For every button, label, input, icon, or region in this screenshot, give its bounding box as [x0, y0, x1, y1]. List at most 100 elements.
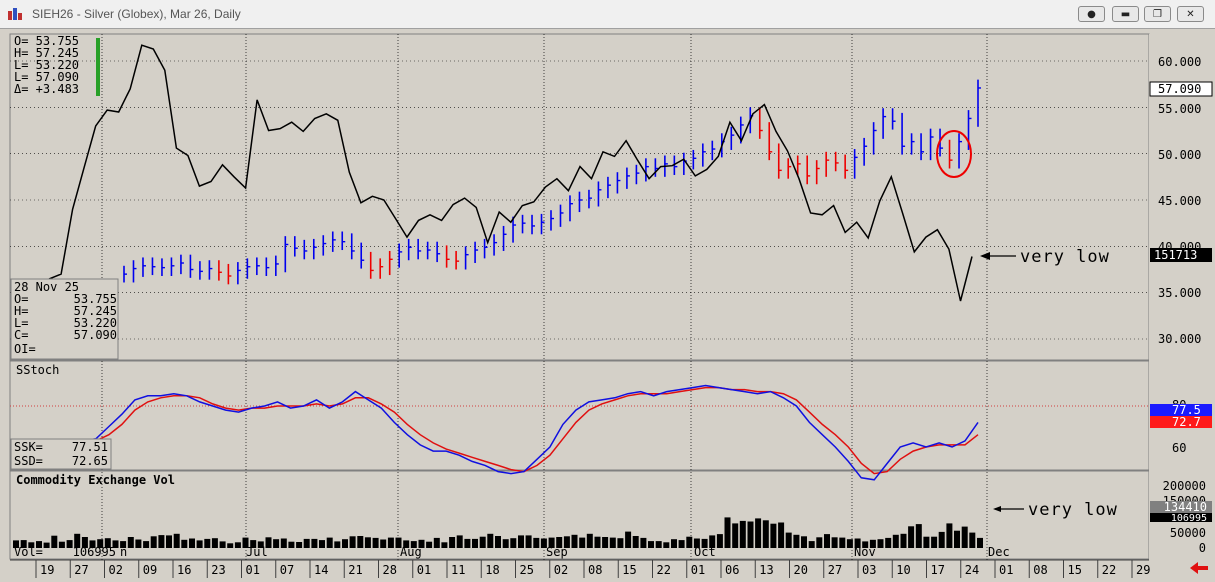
chart-canvas[interactable]: 60.000 55.000 50.000 45.000 40.000 35.00…	[0, 28, 1215, 582]
volume-bar	[571, 534, 578, 548]
volume-bar	[510, 538, 517, 548]
volume-bar	[380, 539, 387, 548]
date-label: 08	[1033, 563, 1047, 577]
ohlc-open: O= 53.755	[14, 34, 79, 48]
volume-tick: 50000	[1170, 526, 1206, 540]
volume-bar	[755, 518, 762, 548]
volume-bar	[961, 526, 968, 548]
date-label: 06	[725, 563, 739, 577]
ohlc-high: H= 57.245	[14, 46, 79, 60]
volume-bar	[908, 526, 915, 548]
volume-bar	[594, 536, 601, 548]
scroll-left-arrow-icon[interactable]	[1190, 562, 1208, 574]
volume-bar	[143, 541, 150, 548]
data-box-value: 53.755	[74, 292, 117, 306]
volume-bar	[357, 536, 364, 548]
price-bars	[123, 79, 981, 285]
volume-bar	[28, 542, 35, 548]
date-label: 22	[657, 563, 671, 577]
data-box-value: 53.220	[74, 316, 117, 330]
volume-bar	[296, 542, 303, 548]
month-label: Dec	[988, 545, 1010, 559]
volume-bar	[104, 538, 111, 548]
date-label: 27	[828, 563, 842, 577]
volume-bar	[204, 538, 211, 548]
date-label: 01	[691, 563, 705, 577]
data-box-key: O=	[14, 292, 28, 306]
date-label: 29	[1136, 563, 1150, 577]
volume-bar	[472, 538, 478, 548]
volume-bar	[640, 537, 647, 548]
volume-bar	[625, 531, 632, 548]
volume-bar	[43, 542, 50, 548]
ssk-value: 77.51	[72, 440, 108, 454]
stoch-title: SStoch	[16, 363, 59, 377]
data-box-key: C=	[14, 328, 28, 342]
date-label: 10	[896, 563, 910, 577]
record-button[interactable]: ●	[1078, 6, 1105, 22]
volume-annotation: very low	[1028, 500, 1118, 520]
close-button[interactable]: ✕	[1177, 6, 1204, 22]
price-tick: 60.000	[1158, 55, 1201, 69]
title-bar[interactable]: SIEH26 - Silver (Globex), Mar 26, Daily …	[0, 0, 1215, 29]
month-label: Jul	[246, 545, 268, 559]
date-label: 15	[622, 563, 636, 577]
volume-bar	[938, 531, 945, 548]
volume-bar	[609, 537, 616, 548]
underlying-price-line	[37, 44, 973, 302]
volume-bar	[808, 541, 815, 548]
volume-bar	[311, 538, 318, 548]
volume-bar	[112, 540, 119, 548]
date-label: 16	[177, 563, 191, 577]
range-bar	[96, 38, 100, 96]
volume-bar	[158, 535, 165, 548]
volume-bar	[632, 536, 639, 548]
data-box-value: 57.245	[74, 304, 117, 318]
volume-bar	[923, 536, 930, 548]
volume-bar	[173, 533, 180, 548]
volume-bar	[403, 540, 410, 548]
volume-bar	[89, 540, 96, 548]
vol-value: 106995	[73, 545, 116, 559]
volume-bar	[954, 530, 960, 548]
volume-bar	[464, 538, 471, 548]
date-label: 02	[554, 563, 568, 577]
volume-bar	[586, 533, 593, 548]
volume-tag-bottom-value: 106995	[1171, 513, 1207, 524]
date-label: 07	[280, 563, 294, 577]
volume-bar	[227, 543, 234, 548]
minimize-button[interactable]: ▬	[1112, 6, 1139, 22]
volume-bar	[648, 541, 654, 548]
volume-bar	[709, 535, 716, 548]
date-label: 13	[759, 563, 773, 577]
volume-bar	[793, 534, 800, 548]
volume-bar	[732, 523, 739, 548]
price-tick: 55.000	[1158, 102, 1201, 116]
volume-bar	[770, 523, 777, 548]
volume-bar	[219, 541, 226, 548]
restore-button[interactable]: ❐	[1144, 6, 1171, 22]
volume-bar	[433, 537, 440, 548]
volume-bar	[211, 538, 218, 548]
volume-tick: 200000	[1163, 479, 1206, 493]
volume-tag-bottom	[1150, 513, 1212, 522]
volume-bar	[13, 540, 19, 548]
month-label: Oct	[694, 545, 716, 559]
volume-bar	[51, 535, 58, 548]
volume-bar	[533, 537, 540, 548]
volume-bar	[862, 541, 869, 548]
data-box-key: H=	[14, 304, 28, 318]
month-label: Nov	[854, 545, 876, 559]
arrowhead-icon	[993, 506, 1001, 512]
volume-bar	[969, 532, 976, 548]
date-label: 01	[246, 563, 260, 577]
grid-lines	[10, 34, 1149, 560]
volume-bar	[846, 539, 853, 548]
volume-bar	[303, 538, 310, 548]
date-label: 11	[451, 563, 465, 577]
date-label: 18	[485, 563, 499, 577]
date-label: 22	[1102, 563, 1116, 577]
volume-bar	[456, 535, 463, 548]
volume-tag-top-value: 134410	[1164, 500, 1207, 514]
